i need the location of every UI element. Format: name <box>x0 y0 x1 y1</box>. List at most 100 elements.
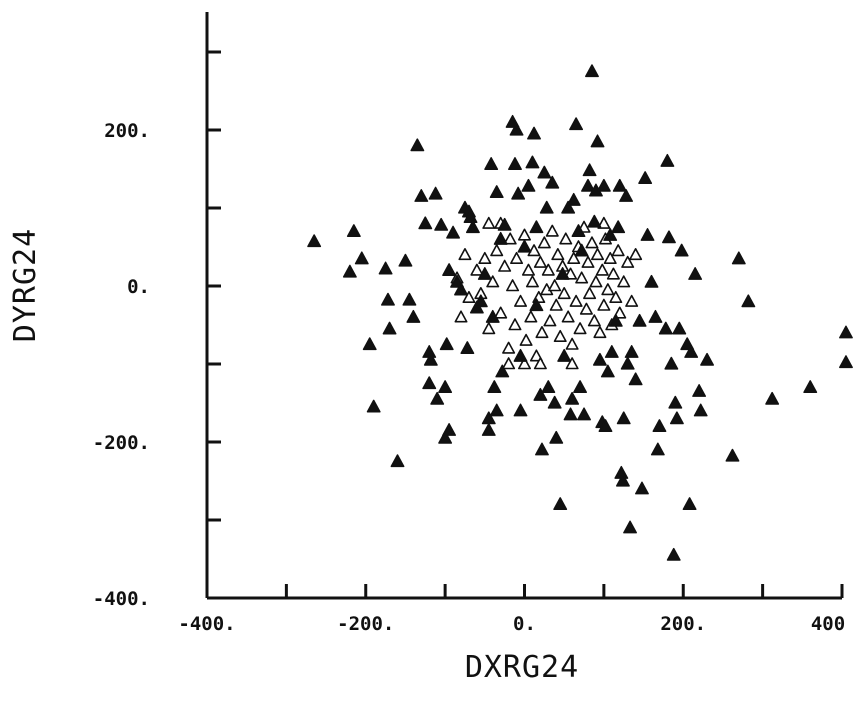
open-triangle-point <box>559 232 573 245</box>
open-triangle-point <box>551 248 565 261</box>
open-triangle-point <box>529 349 543 362</box>
x-axis-title: DXRG24 <box>465 650 579 685</box>
triangle-point <box>608 313 623 327</box>
triangle-point <box>477 267 492 280</box>
open-triangle-point <box>583 286 597 300</box>
open-triangle-point <box>585 236 599 249</box>
open-triangle-point <box>595 263 609 276</box>
triangle-point <box>612 178 627 192</box>
triangle-point <box>652 419 667 433</box>
triangle-point <box>573 380 587 394</box>
triangle-point <box>378 261 393 275</box>
open-triangle-point <box>629 248 643 261</box>
triangle-point <box>346 224 361 238</box>
open-triangle-point <box>517 228 532 241</box>
open-triangle-point <box>545 224 559 237</box>
triangle-point <box>563 407 578 421</box>
triangle-point <box>585 64 599 78</box>
triangle-point <box>587 214 602 228</box>
triangle-point <box>803 380 818 394</box>
open-triangle-point <box>569 294 583 307</box>
triangle-point <box>418 216 433 230</box>
triangle-point <box>547 395 562 409</box>
y-tick-label: -200. <box>93 432 150 454</box>
triangle-point <box>662 230 676 244</box>
triangle-point <box>529 298 544 312</box>
y-ticks: -400. -200. 0. 200. <box>93 50 221 610</box>
triangle-point <box>632 313 647 327</box>
triangle-point <box>438 430 453 444</box>
triangle-point <box>481 411 496 425</box>
triangle-point <box>644 274 659 288</box>
triangle-point <box>648 309 663 323</box>
open-triangle-point <box>521 263 535 276</box>
triangle-point <box>581 178 595 192</box>
open-triangle-point <box>587 314 601 327</box>
triangle-point <box>574 243 589 257</box>
triangle-point <box>553 497 568 511</box>
open-triangle-point <box>490 244 504 257</box>
triangle-point <box>529 220 544 234</box>
triangle-point <box>517 239 532 253</box>
open-triangle-point <box>597 298 611 311</box>
triangle-point <box>565 391 580 405</box>
triangle-point <box>525 155 540 169</box>
triangle-point <box>381 292 395 306</box>
open-triangle-point <box>514 294 528 307</box>
triangle-point <box>473 294 488 308</box>
triangle-point <box>582 163 597 177</box>
y-tick-label: 0. <box>127 276 150 298</box>
open-triangle-point <box>575 271 589 284</box>
x-axis: -400. -200. 0. 200. 400 <box>178 584 845 635</box>
triangle-point <box>693 403 708 417</box>
x-tick-label: -400. <box>178 613 235 635</box>
triangle-point <box>620 356 635 370</box>
triangle-point <box>616 473 630 487</box>
y-tick-label: -400. <box>93 588 150 610</box>
triangle-point <box>660 153 675 167</box>
open-triangle-point <box>597 216 611 229</box>
open-triangle-point <box>601 283 615 296</box>
open-triangle-point <box>603 251 617 265</box>
triangle-point <box>362 337 377 351</box>
open-triangle-point <box>565 357 579 370</box>
triangle-point <box>382 321 397 335</box>
triangle-point <box>521 178 536 192</box>
triangle-point <box>307 234 322 248</box>
triangle-point <box>557 348 572 362</box>
triangle-point <box>619 189 634 202</box>
open-triangle-point <box>548 279 562 292</box>
x-tick-label: 0. <box>513 613 536 635</box>
triangle-point <box>446 225 460 239</box>
open-triangle-point <box>503 232 517 245</box>
triangle-point <box>590 134 605 148</box>
open-triangle-point <box>589 275 603 288</box>
triangle-point <box>669 411 684 425</box>
open-triangle-point <box>609 290 623 304</box>
open-triangle-point <box>625 294 639 307</box>
triangle-point <box>465 220 480 234</box>
triangle-point <box>561 200 576 214</box>
triangle-point <box>354 251 369 265</box>
triangle-point <box>487 380 502 394</box>
triangle-point <box>592 352 607 366</box>
open-triangle-point <box>565 337 579 350</box>
open-triangle-point <box>506 279 520 292</box>
open-triangle-point <box>502 357 516 370</box>
triangle-point <box>493 231 508 245</box>
triangle-point <box>577 407 591 421</box>
triangle-point <box>668 395 683 409</box>
triangle-point <box>537 165 552 179</box>
triangle-point <box>438 380 453 394</box>
triangle-point <box>596 178 611 192</box>
triangle-point <box>635 481 649 495</box>
triangle-point <box>741 294 756 308</box>
triangle-point <box>666 547 681 561</box>
triangle-point <box>342 264 357 278</box>
triangle-point <box>541 380 556 394</box>
open-triangle-point <box>525 275 539 288</box>
open-triangle-point <box>508 318 522 331</box>
open-triangle-point <box>498 259 512 272</box>
triangle-point <box>442 263 457 277</box>
